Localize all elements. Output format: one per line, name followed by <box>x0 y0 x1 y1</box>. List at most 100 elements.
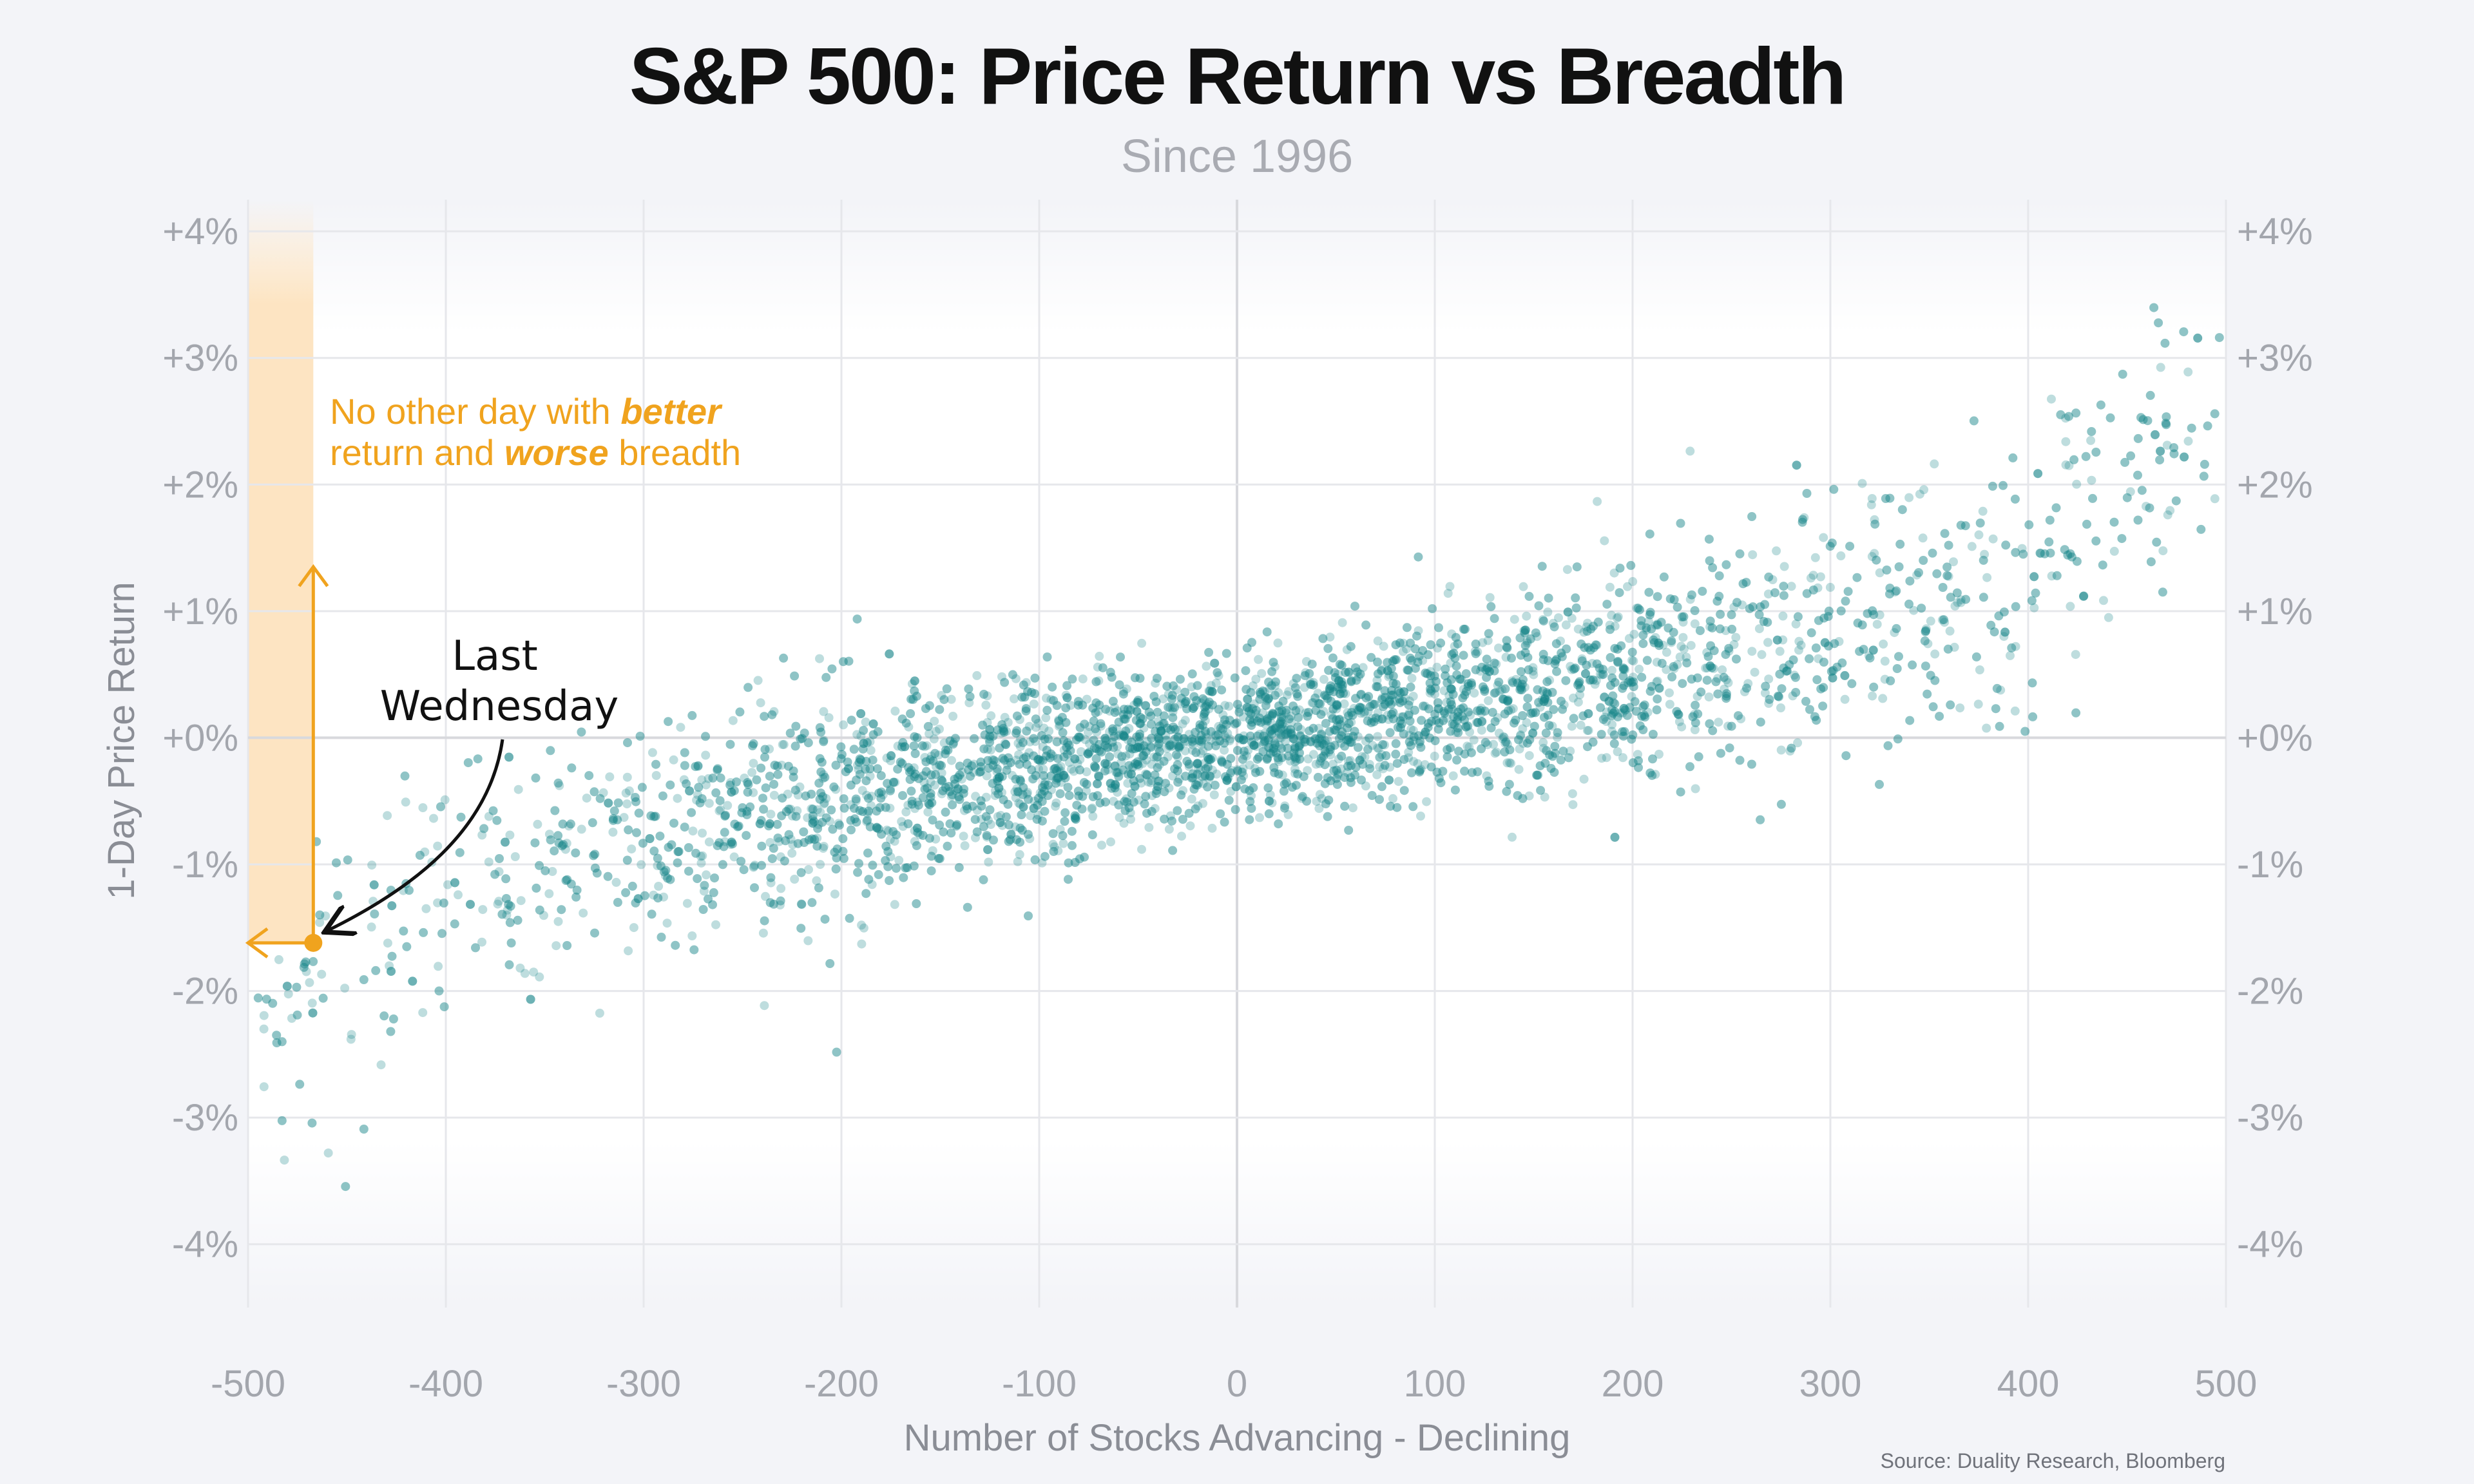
data-point <box>1204 647 1214 657</box>
data-point <box>975 767 984 777</box>
data-point <box>1051 779 1061 788</box>
data-point <box>1254 654 1263 664</box>
data-point <box>1109 732 1119 741</box>
data-point <box>2158 587 2167 597</box>
data-point <box>960 841 970 850</box>
data-point <box>1520 628 1529 638</box>
data-point <box>1502 739 1512 749</box>
data-point <box>1689 710 1699 719</box>
data-point <box>1448 771 1458 781</box>
data-point <box>812 876 821 886</box>
data-point <box>1130 782 1140 792</box>
data-point <box>1715 624 1725 634</box>
data-point <box>1407 768 1416 777</box>
data-point <box>984 734 994 744</box>
data-point <box>1494 678 1504 687</box>
data-point <box>1252 754 1262 764</box>
data-point <box>1557 696 1566 706</box>
data-point <box>1557 648 1566 658</box>
data-point <box>1217 685 1227 695</box>
data-point <box>1118 730 1128 740</box>
data-point <box>1000 678 1010 687</box>
data-point <box>796 899 806 909</box>
data-point <box>1088 830 1097 840</box>
data-point <box>1731 633 1741 642</box>
data-point <box>1686 641 1696 651</box>
data-point <box>673 858 682 868</box>
data-point <box>1582 627 1592 636</box>
data-point <box>1593 617 1603 627</box>
data-point <box>613 898 622 907</box>
data-point <box>2160 338 2170 348</box>
data-point <box>1805 705 1814 714</box>
data-point <box>2136 413 2145 423</box>
data-point <box>1315 759 1325 768</box>
data-point <box>1539 743 1548 753</box>
data-point <box>1467 680 1477 690</box>
data-point <box>1486 723 1496 733</box>
data-point <box>928 815 937 825</box>
data-point <box>761 891 770 901</box>
data-point <box>1173 806 1182 815</box>
data-point <box>1457 675 1466 685</box>
data-points <box>253 303 2224 1192</box>
data-point <box>939 827 948 837</box>
data-point <box>708 900 717 909</box>
data-point <box>2118 370 2127 379</box>
data-point <box>827 664 837 674</box>
data-point <box>1507 676 1517 686</box>
data-point <box>1244 703 1254 713</box>
data-point <box>1088 812 1098 821</box>
data-point <box>1146 741 1155 751</box>
data-point <box>1439 686 1449 696</box>
data-point <box>1089 743 1099 753</box>
chart-subtitle: Since 1996 <box>1120 131 1354 182</box>
data-point <box>1926 671 1935 680</box>
data-point <box>1088 703 1098 713</box>
data-point <box>1325 633 1335 642</box>
data-point <box>856 731 866 741</box>
data-point <box>1952 588 1962 598</box>
data-point <box>1150 770 1160 780</box>
data-point <box>1153 717 1163 726</box>
data-point <box>1556 636 1565 646</box>
data-point <box>1604 696 1614 706</box>
data-point <box>1745 604 1754 613</box>
data-point <box>1999 607 2009 617</box>
data-point <box>1321 719 1330 728</box>
data-point <box>493 899 503 909</box>
data-point <box>1120 732 1129 741</box>
data-point <box>1606 652 1615 662</box>
data-point <box>1695 626 1705 636</box>
data-point <box>931 727 941 736</box>
data-point <box>1001 739 1011 749</box>
data-point <box>1008 770 1017 780</box>
data-point <box>1377 665 1387 674</box>
data-point <box>910 732 919 741</box>
data-point <box>400 771 410 781</box>
data-point <box>1857 479 1867 488</box>
data-point <box>1554 613 1563 623</box>
data-point <box>1519 626 1529 636</box>
data-point <box>1638 630 1648 640</box>
data-point <box>1402 644 1411 654</box>
data-point <box>434 986 444 996</box>
data-point <box>1532 632 1542 642</box>
data-point <box>662 918 672 928</box>
data-point <box>1110 703 1119 712</box>
data-point <box>515 964 525 973</box>
data-point <box>1150 804 1160 813</box>
data-point <box>1264 694 1274 703</box>
data-point <box>1336 764 1346 774</box>
data-point <box>1430 736 1440 745</box>
data-point <box>791 785 800 795</box>
data-point <box>935 725 944 734</box>
data-point <box>1669 661 1678 671</box>
data-point <box>1836 606 1846 616</box>
data-point <box>1193 681 1202 690</box>
data-point <box>1184 737 1193 747</box>
data-point <box>1211 730 1220 740</box>
data-point <box>1864 651 1874 661</box>
data-point <box>1738 600 1747 610</box>
data-point <box>1155 759 1164 769</box>
